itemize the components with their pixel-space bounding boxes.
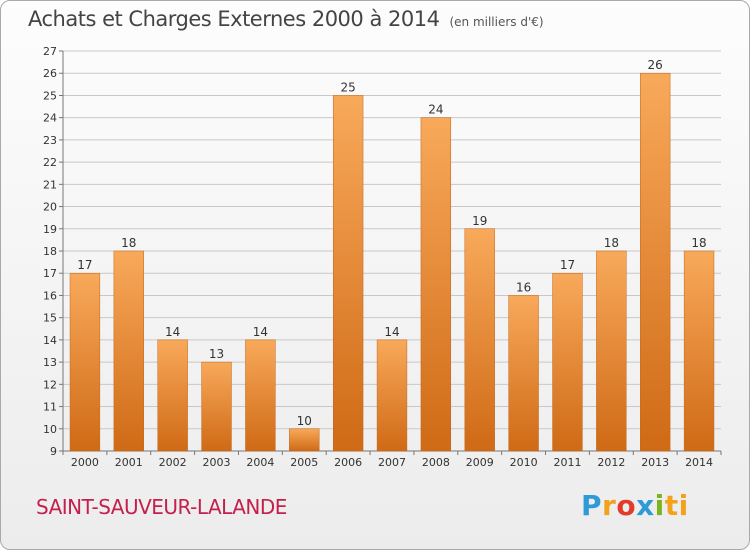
x-tick-label: 2008 xyxy=(422,456,450,469)
y-tick-label: 12 xyxy=(43,378,57,391)
data-label: 14 xyxy=(165,325,180,339)
chart-title-text: Achats et Charges Externes 2000 à 2014 xyxy=(28,7,440,31)
y-tick-label: 22 xyxy=(43,156,57,169)
y-tick-label: 15 xyxy=(43,312,57,325)
y-tick-label: 20 xyxy=(43,201,57,214)
data-label: 18 xyxy=(121,236,136,250)
bar xyxy=(640,72,671,452)
data-label: 24 xyxy=(428,103,443,117)
x-tick-label: 2005 xyxy=(290,456,318,469)
x-tick-label: 2004 xyxy=(246,456,274,469)
x-tick-label: 2011 xyxy=(553,456,581,469)
y-tick-label: 14 xyxy=(43,334,57,347)
logo-letter: ti xyxy=(664,489,689,522)
data-label: 17 xyxy=(77,258,92,272)
chart-title: Achats et Charges Externes 2000 à 2014 (e… xyxy=(28,7,544,31)
x-tick-label: 2014 xyxy=(685,456,713,469)
data-label: 25 xyxy=(340,80,355,94)
data-label: 14 xyxy=(253,325,268,339)
y-tick-label: 19 xyxy=(43,223,57,236)
data-label: 19 xyxy=(472,214,487,228)
y-tick-label: 21 xyxy=(43,178,57,191)
bar xyxy=(201,361,232,452)
data-label: 16 xyxy=(516,280,531,294)
x-tick-label: 2007 xyxy=(378,456,406,469)
x-tick-label: 2013 xyxy=(641,456,669,469)
y-tick-label: 27 xyxy=(43,45,57,58)
data-label: 14 xyxy=(384,325,399,339)
chart-subtitle: (en milliers d'€) xyxy=(449,15,544,29)
y-tick-label: 24 xyxy=(43,112,57,125)
bar xyxy=(289,428,320,452)
data-label: 10 xyxy=(297,414,312,428)
bars xyxy=(69,72,715,452)
bar xyxy=(464,228,495,452)
bar xyxy=(552,272,583,452)
y-tick-label: 11 xyxy=(43,401,57,414)
y-tick-label: 16 xyxy=(43,289,57,302)
y-tick-label: 26 xyxy=(43,67,57,80)
bar xyxy=(683,250,715,452)
data-label: 18 xyxy=(691,236,706,250)
logo-letter: o xyxy=(616,489,637,522)
x-tick-label: 2002 xyxy=(159,456,187,469)
x-tick-label: 2006 xyxy=(334,456,362,469)
y-tick-label: 13 xyxy=(43,356,57,369)
y-tick-label: 25 xyxy=(43,89,57,102)
x-tick-label: 2012 xyxy=(597,456,625,469)
x-tick-label: 2009 xyxy=(466,456,494,469)
logo-letter: i xyxy=(654,489,665,522)
bar xyxy=(69,272,101,452)
y-tick-label: 23 xyxy=(43,134,57,147)
labels: 9 10 11 12 13 14 15 16 17 18 19 20 21 22 23 24 25 26 27 17 2… xyxy=(43,45,713,469)
bar xyxy=(376,339,408,452)
bar xyxy=(420,117,452,452)
data-label: 17 xyxy=(560,258,575,272)
bar xyxy=(245,339,276,452)
x-tick-label: 2003 xyxy=(203,456,231,469)
bar xyxy=(332,95,364,452)
bar xyxy=(113,250,144,452)
y-tick-label: 17 xyxy=(43,267,57,280)
x-tick-label: 2010 xyxy=(510,456,538,469)
data-label: 18 xyxy=(604,236,619,250)
y-tick-label: 9 xyxy=(50,445,57,458)
bar xyxy=(157,339,188,452)
logo-letter: r xyxy=(602,489,617,522)
x-tick-label: 2001 xyxy=(115,456,143,469)
y-tick-label: 18 xyxy=(43,245,57,258)
x-tick-label: 2000 xyxy=(71,456,99,469)
data-label: 26 xyxy=(648,58,663,72)
data-label: 13 xyxy=(209,347,224,361)
proxiti-logo[interactable]: Proxiti xyxy=(581,489,689,522)
logo-letter: x xyxy=(636,489,655,522)
logo-letter: P xyxy=(581,489,603,522)
bar xyxy=(508,295,539,452)
y-tick-label: 10 xyxy=(43,423,57,436)
bar xyxy=(596,250,627,452)
commune-name: SAINT-SAUVEUR-LALANDE xyxy=(36,495,287,519)
